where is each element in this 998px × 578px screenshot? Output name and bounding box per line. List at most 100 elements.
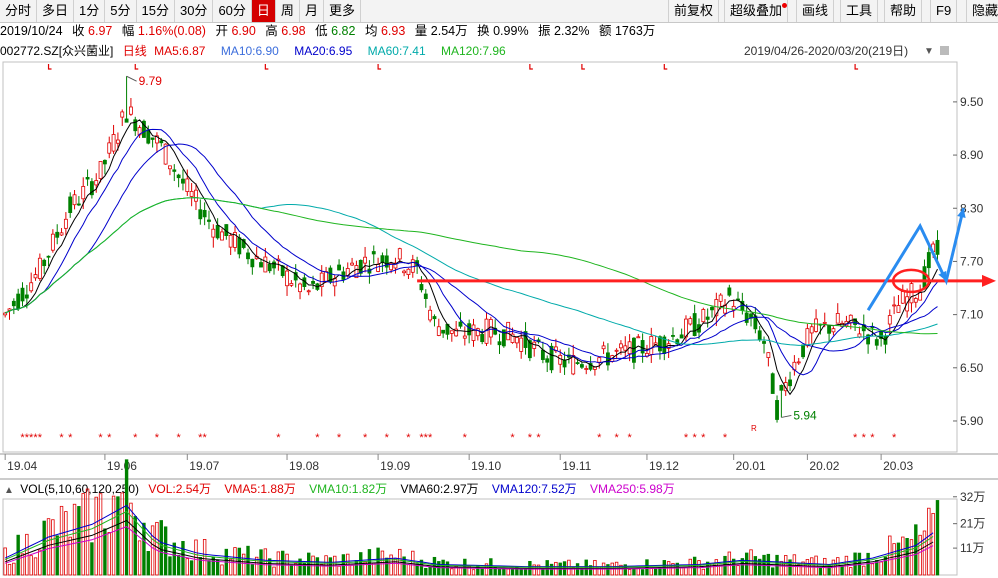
signal-star: *	[29, 432, 34, 444]
signal-star: *	[853, 432, 858, 444]
candle-body	[419, 284, 424, 291]
collapse-arrow-icon[interactable]: ▲	[4, 485, 14, 496]
volume-bar	[653, 568, 658, 576]
volume-bar	[228, 558, 233, 576]
signal-star: *	[428, 432, 433, 444]
vma60-label: VMA60:2.97万	[400, 482, 479, 496]
price-tick-label: 8.90	[960, 148, 984, 162]
toolbar-tab-0[interactable]: 分时	[0, 0, 38, 22]
volume-bar	[124, 459, 129, 576]
volume-bar	[272, 566, 276, 576]
toolbar-tab-4[interactable]: 15分	[137, 0, 175, 22]
event-marker	[581, 64, 585, 70]
date-tick-label: 20.02	[809, 459, 839, 473]
toolbar-right-5[interactable]: F9	[930, 0, 958, 22]
date-tick-label: 19.04	[7, 459, 37, 473]
ma60-line	[4, 197, 938, 346]
candle-body	[250, 258, 255, 268]
candle-body	[614, 349, 619, 352]
signal-star: *	[155, 432, 160, 444]
candle-body	[658, 336, 662, 352]
toolbar-right-2[interactable]: 画线	[796, 0, 835, 22]
candle-body	[337, 264, 341, 271]
volume-bar	[189, 560, 194, 576]
volume-bar	[502, 568, 506, 576]
candle-body	[896, 305, 901, 313]
candle-body	[545, 358, 550, 363]
candle-body	[727, 287, 732, 296]
volume-bar	[142, 522, 146, 576]
projection-arrowhead	[957, 208, 966, 219]
volume-bar	[294, 563, 298, 576]
candle-body	[81, 186, 86, 200]
candle-body	[540, 349, 545, 360]
volume-bar	[33, 557, 38, 576]
candle-body	[94, 180, 99, 186]
toolbar-tab-10[interactable]: 更多	[324, 0, 361, 22]
toolbar-right-1[interactable]: 超级叠加	[724, 0, 789, 22]
vol-value-label: VOL:2.54万	[148, 482, 212, 496]
candle-body	[306, 290, 311, 293]
signal-r-label: R	[751, 424, 757, 433]
toolbar-tab-9[interactable]: 月	[300, 0, 324, 22]
volume-bar	[506, 568, 510, 576]
candle-body	[228, 234, 233, 248]
volume-bar	[870, 563, 875, 576]
volume-bar	[320, 563, 324, 576]
toolbar-tab-7[interactable]: 日	[251, 0, 276, 22]
toolbar-tab-1[interactable]: 多日	[37, 0, 75, 22]
toolbar-right-0[interactable]: 前复权	[668, 0, 720, 22]
volume-bar	[727, 551, 732, 576]
candle-body	[579, 364, 584, 368]
vma250-label: VMA250:5.98万	[589, 482, 675, 496]
volume-bar	[155, 521, 159, 576]
candle-body	[280, 265, 285, 277]
toolbar-right-4[interactable]: 帮助	[884, 0, 923, 22]
low-value: 6.82	[331, 24, 356, 38]
volume-bar	[536, 564, 541, 576]
volume-bar	[68, 536, 72, 576]
volume-bar	[16, 534, 20, 576]
candle-body	[588, 363, 593, 370]
event-marker	[663, 64, 668, 70]
toolbar-tab-5[interactable]: 30分	[175, 0, 214, 22]
candle-body	[935, 239, 940, 255]
volume-bar	[107, 532, 111, 576]
candle-body	[892, 304, 897, 307]
avg-field: 均 6.93	[365, 24, 405, 38]
candle-body	[922, 266, 927, 288]
toolbar-tab-8[interactable]: 周	[276, 0, 300, 22]
volume-bar	[29, 555, 33, 576]
volume-bar	[801, 561, 805, 576]
volume-bar	[445, 561, 450, 576]
toolbar-tab-3[interactable]: 5分	[105, 0, 137, 22]
date-tick-label: 19.07	[189, 459, 219, 473]
signal-star: *	[33, 432, 38, 444]
volume-bar	[393, 557, 398, 576]
date-tick-label: 20.01	[736, 459, 766, 473]
collapse-arrow-icon[interactable]: ▼	[924, 46, 934, 57]
ma-legend-line: 002772.SZ[众兴菌业] 日线 MA5:6.87 MA10:6.90 MA…	[0, 43, 998, 59]
quote-info-line: 2019/10/24 收 6.97 幅 1.16%(0.08) 开 6.90 高…	[0, 23, 998, 40]
date-tick-label: 19.11	[562, 459, 591, 473]
volume-bar	[415, 563, 419, 576]
toolbar-tab-6[interactable]: 60分	[213, 0, 252, 22]
signal-star: *	[337, 432, 342, 444]
candle-body	[805, 328, 810, 347]
toolbar-right-6[interactable]: 隐藏	[966, 0, 998, 22]
candle-body	[324, 271, 328, 283]
volume-bar	[714, 559, 719, 576]
candle-body	[24, 294, 29, 299]
price-tick-label: 9.50	[960, 95, 984, 109]
turnover-label: 换	[477, 24, 490, 38]
toolbar-right-3[interactable]: 工具	[840, 0, 879, 22]
settings-square-icon[interactable]	[940, 46, 949, 55]
event-marker	[134, 64, 139, 70]
candle-body	[354, 265, 359, 279]
signal-star: *	[276, 432, 281, 444]
volume-bar	[419, 559, 424, 576]
volume-bar	[146, 551, 150, 576]
toolbar-tab-2[interactable]: 1分	[74, 0, 106, 22]
date-tick-label: 19.12	[649, 459, 679, 473]
